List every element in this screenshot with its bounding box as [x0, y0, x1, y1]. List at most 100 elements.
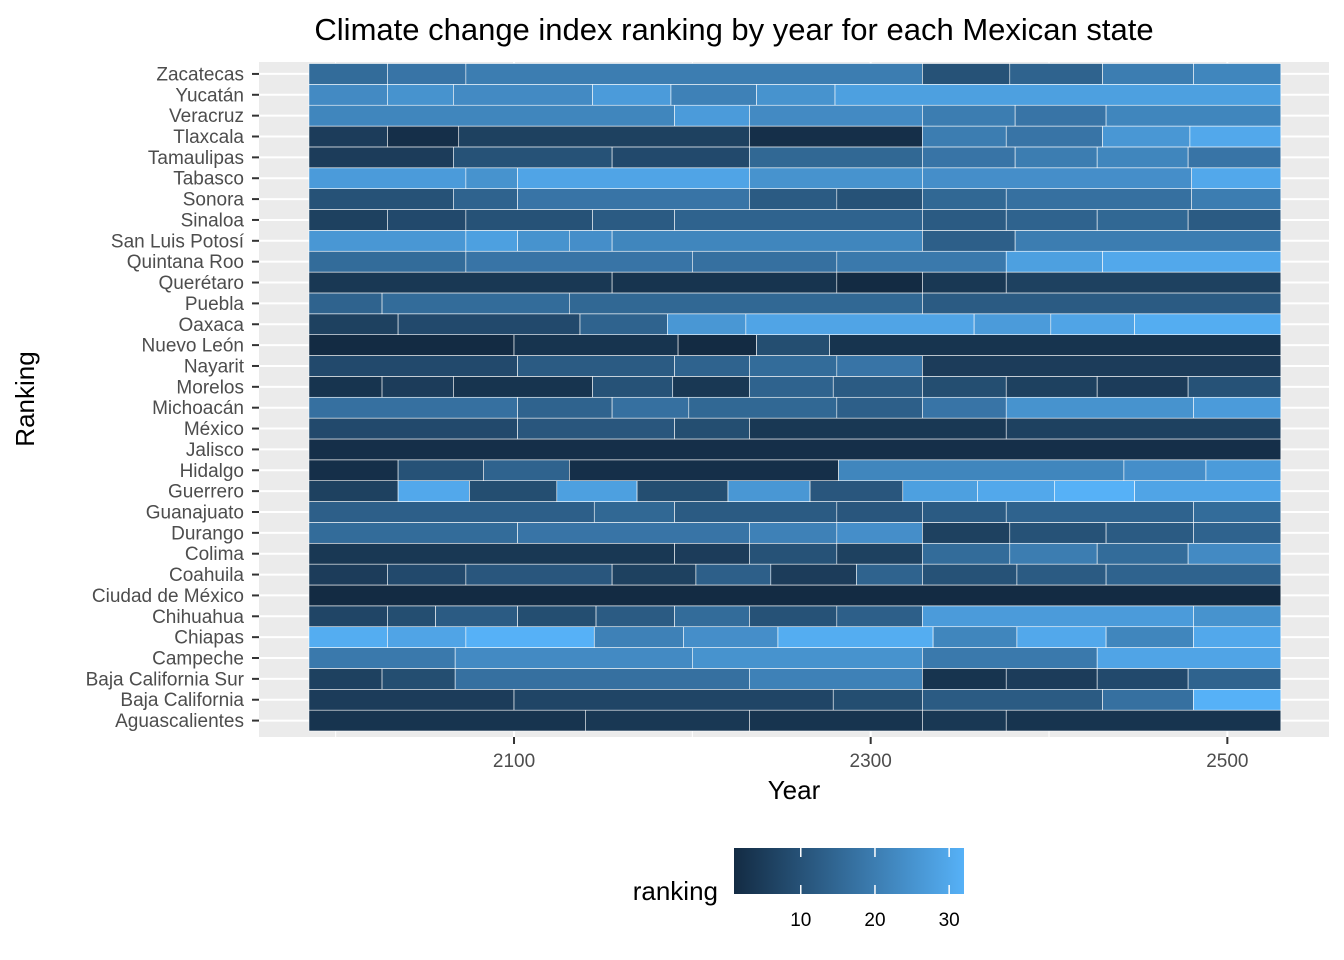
- heatmap-tile: [1005, 396, 1194, 419]
- heatmap-tile: [1105, 626, 1194, 648]
- heatmap-tile: [308, 605, 388, 628]
- heatmap-tile: [749, 542, 838, 565]
- heatmap-tile: [688, 396, 838, 419]
- heatmap-tile: [611, 563, 697, 586]
- heatmap-tile: [308, 292, 383, 315]
- heatmap-tile: [308, 709, 586, 732]
- heatmap-tile: [611, 146, 750, 169]
- heatmap-tile: [756, 84, 836, 106]
- heatmap-tile: [483, 459, 570, 481]
- heatmap-tile: [836, 396, 923, 419]
- heatmap-tile: [749, 104, 923, 127]
- heatmap-tile: [592, 209, 675, 231]
- y-tick-label: Tlaxcala: [173, 127, 244, 148]
- heatmap-tile: [308, 501, 595, 523]
- heatmap-tile: [922, 605, 1194, 628]
- heatmap-tile: [674, 104, 750, 127]
- x-tick-label: 2500: [1206, 751, 1248, 772]
- heatmap-tile: [611, 396, 690, 419]
- heatmap-tile: [387, 84, 454, 106]
- heatmap-tile: [922, 376, 1007, 398]
- y-tick-label: Hidalgo: [180, 461, 244, 482]
- heatmap-tile: [454, 668, 750, 690]
- heatmap-tile: [1096, 209, 1189, 231]
- heatmap-tile: [308, 271, 613, 294]
- heatmap-tile: [674, 605, 750, 628]
- heatmap-tile: [1102, 63, 1194, 85]
- heatmap-tile: [749, 376, 834, 398]
- heatmap-tile: [308, 230, 467, 252]
- y-tick-label: Jalisco: [186, 440, 244, 461]
- heatmap-tile: [453, 188, 518, 210]
- heatmap-tile: [1016, 626, 1107, 648]
- x-axis-title: Year: [768, 775, 821, 805]
- heatmap-tile: [517, 396, 613, 419]
- y-axis-title: Ranking: [10, 351, 40, 446]
- heatmap-tile: [454, 647, 693, 669]
- heatmap-tile: [453, 146, 613, 169]
- heatmap-tile: [667, 313, 747, 335]
- y-tick-label: Baja California Sur: [86, 669, 245, 690]
- heatmap-tile: [1009, 542, 1098, 565]
- heatmap-tile: [836, 542, 923, 565]
- y-tick-label: Nuevo León: [142, 336, 244, 357]
- heatmap-tile: [1193, 626, 1282, 648]
- y-tick-label: Oaxaca: [179, 315, 245, 336]
- heatmap-tile: [677, 334, 757, 356]
- heatmap-tile: [749, 522, 838, 544]
- heatmap-tile: [465, 63, 923, 85]
- heatmap-tile: [517, 230, 570, 252]
- heatmap-tile: [922, 542, 1011, 565]
- heatmap-tile: [1105, 522, 1194, 544]
- legend-tick-label: 20: [864, 910, 885, 931]
- legend-colorbar: [734, 848, 964, 894]
- heatmap-tile: [513, 688, 834, 711]
- heatmap-tile: [1005, 709, 1282, 732]
- heatmap-tile: [838, 459, 1125, 481]
- heatmap-tile: [836, 271, 923, 294]
- x-tick-label: 2100: [493, 751, 535, 772]
- heatmap-tile: [829, 334, 1282, 356]
- heatmap-tile: [922, 188, 1007, 210]
- heatmap-tile: [593, 501, 675, 523]
- heatmap-tile: [683, 626, 779, 648]
- heatmap-tile: [1134, 480, 1282, 502]
- heatmap-tile: [922, 501, 1007, 523]
- y-tick-label: Morelos: [176, 377, 244, 398]
- legend-ticks: 10 20 30: [790, 848, 960, 931]
- heatmap-tile: [1005, 417, 1282, 440]
- heatmap-tile: [517, 605, 597, 628]
- y-tick-label: Chiapas: [174, 628, 244, 649]
- heatmap-tile: [922, 271, 1007, 294]
- heatmap-tile: [592, 84, 672, 106]
- heatmap-tile: [308, 104, 675, 127]
- heatmap-tile: [922, 230, 1016, 252]
- heatmap-tile: [674, 542, 750, 565]
- legend: ranking 10 20 30: [633, 848, 964, 931]
- heatmap-tile: [1050, 313, 1135, 335]
- heatmap-tile: [856, 563, 923, 586]
- heatmap-tile: [1123, 459, 1207, 481]
- heatmap-tile: [922, 563, 1018, 586]
- heatmap-tile: [592, 376, 674, 398]
- heatmap-tile: [832, 376, 923, 398]
- heatmap-tile: [517, 522, 750, 544]
- heatmap-tile: [308, 688, 515, 711]
- heatmap-tile: [387, 63, 467, 85]
- heatmap-tile: [556, 480, 638, 502]
- heatmap-tile: [397, 480, 470, 502]
- heatmap-tile: [922, 146, 1016, 169]
- heatmap-tile: [387, 125, 460, 148]
- heatmap-tile: [922, 209, 1007, 231]
- heatmap-tile: [308, 125, 388, 148]
- y-tick-label: Chihuahua: [152, 607, 244, 628]
- heatmap-tile: [1005, 668, 1098, 690]
- heatmap-tile: [1016, 563, 1107, 586]
- heatmap-tile: [1096, 668, 1189, 690]
- heatmap-tile: [568, 459, 839, 481]
- heatmap-tile: [692, 250, 838, 273]
- heatmap-tile: [308, 668, 383, 690]
- heatmap-tile: [922, 104, 1016, 127]
- heatmap-tile: [1014, 230, 1282, 252]
- heatmap-tile: [832, 688, 923, 711]
